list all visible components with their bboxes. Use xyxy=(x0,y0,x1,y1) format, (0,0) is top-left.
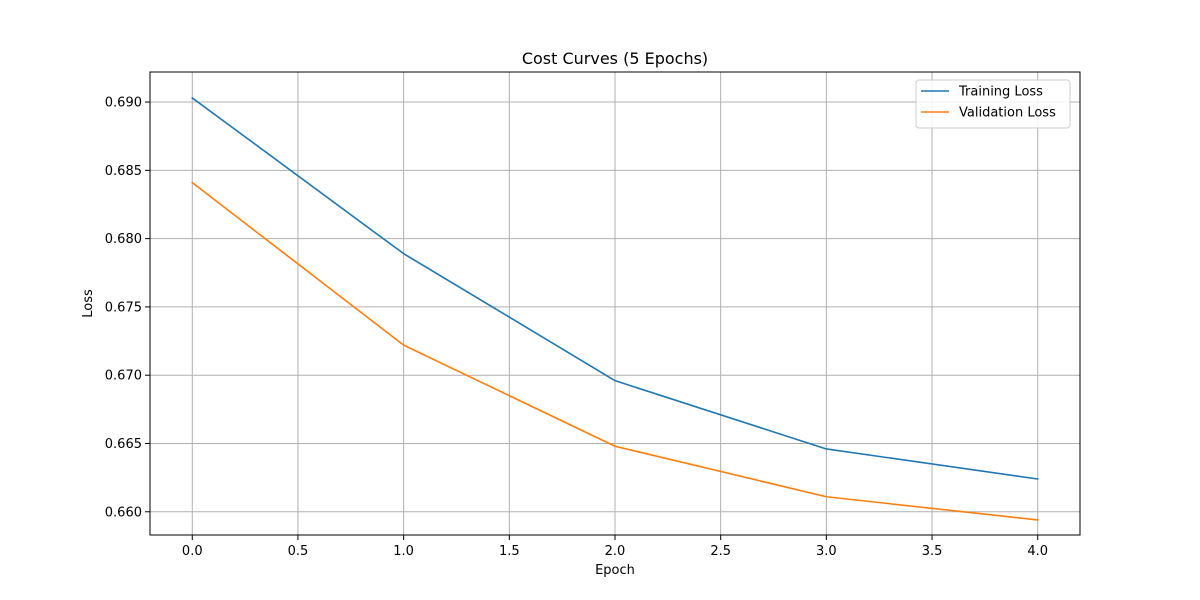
legend-box xyxy=(915,79,1071,129)
y-tick-label: 0.690 xyxy=(105,96,142,111)
chart-title: Cost Curves (5 Epochs) xyxy=(522,49,708,68)
legend-label-1: Validation Loss xyxy=(959,106,1056,121)
x-tick-label: 2.5 xyxy=(710,544,731,559)
x-tick-label: 0.0 xyxy=(182,544,203,559)
y-axis-label: Loss xyxy=(81,289,96,318)
x-tick-label: 1.0 xyxy=(393,544,414,559)
series-lines xyxy=(191,96,1039,521)
legend: Training Loss Validation Loss xyxy=(915,79,1071,129)
y-tick-label: 0.675 xyxy=(105,300,142,315)
series-line-0 xyxy=(191,96,1039,480)
x-tick-label: 3.0 xyxy=(816,544,837,559)
grid xyxy=(150,72,1080,535)
x-axis-label: Epoch xyxy=(595,563,635,578)
series-line-1 xyxy=(191,181,1039,521)
y-tick-label: 0.680 xyxy=(105,232,142,247)
y-tick-label: 0.660 xyxy=(105,505,142,520)
x-tick-label: 1.5 xyxy=(499,544,520,559)
x-axis-ticks: 0.0 0.5 1.0 1.5 2.0 2.5 3.0 3.5 4.0 xyxy=(182,535,1048,559)
x-tick-label: 2.0 xyxy=(605,544,626,559)
y-tick-label: 0.670 xyxy=(105,369,142,384)
y-tick-label: 0.665 xyxy=(105,437,142,452)
y-axis-ticks: 0.660 0.665 0.670 0.675 0.680 0.685 0.690 xyxy=(105,96,150,520)
x-tick-label: 4.0 xyxy=(1027,544,1048,559)
legend-label-0: Training Loss xyxy=(958,85,1043,100)
x-tick-label: 3.5 xyxy=(922,544,943,559)
x-tick-label: 0.5 xyxy=(288,544,309,559)
y-tick-label: 0.685 xyxy=(105,164,142,179)
